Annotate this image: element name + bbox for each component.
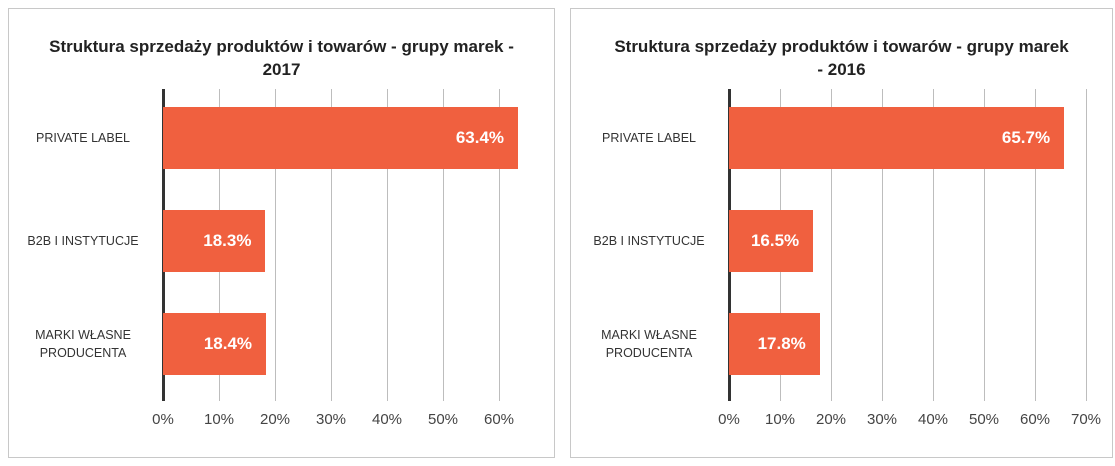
bar [729,313,820,375]
x-tick-label: 50% [968,411,1000,428]
x-tick-label: 70% [1070,411,1102,428]
grid-line [1086,89,1087,401]
y-tick-label: B2B I INSTYTUCJE [27,234,139,248]
bar [729,210,814,272]
grid-line [331,89,332,401]
x-tick-label: 50% [427,411,459,428]
x-tick-label: 0% [718,411,740,428]
chart-title: Struktura sprzedaży produktów i towarów … [614,37,1069,79]
grid-line [499,89,500,401]
bar [729,107,1065,169]
grid-line [1035,89,1036,401]
chart-title: Struktura sprzedaży produktów i towarów … [49,37,514,79]
data-label: 65.7% [1001,128,1051,147]
grid-line [387,89,388,401]
y-tick-label: PRIVATE LABEL [35,131,131,145]
x-tick-label: 30% [315,411,347,428]
data-label: 63.4% [455,128,505,147]
bar [163,313,267,375]
x-tick-label: 20% [815,411,847,428]
x-tick-label: 10% [764,411,796,428]
y-tick-label: PRIVATE LABEL [601,131,697,145]
data-label: 18.3% [203,231,252,250]
x-tick-label: 0% [152,411,174,428]
data-label: 17.8% [757,334,806,353]
grid-line [443,89,444,401]
grid-line [275,89,276,401]
x-tick-label: 10% [203,411,235,428]
chart-panel: Struktura sprzedaży produktów i towarów … [570,8,1113,458]
chart-panel: Struktura sprzedaży produktów i towarów … [8,8,555,458]
grid-line [984,89,985,401]
grid-line [882,89,883,401]
x-tick-label: 40% [917,411,949,428]
bar [163,107,519,169]
x-tick-label: 40% [371,411,403,428]
x-tick-label: 30% [866,411,898,428]
x-tick-label: 20% [259,411,291,428]
x-tick-label: 60% [483,411,515,428]
grid-line [933,89,934,401]
data-label: 16.5% [750,231,800,250]
grid-line [831,89,832,401]
bar [163,210,266,272]
data-label: 18.4% [203,334,253,353]
y-tick-label: MARKI WŁASNE PRODUCENTA [601,328,697,360]
y-tick-label: MARKI WŁASNE PRODUCENTA [35,328,131,360]
x-tick-label: 60% [1019,411,1051,428]
y-tick-label: B2B I INSTYTUCJE [593,234,705,248]
